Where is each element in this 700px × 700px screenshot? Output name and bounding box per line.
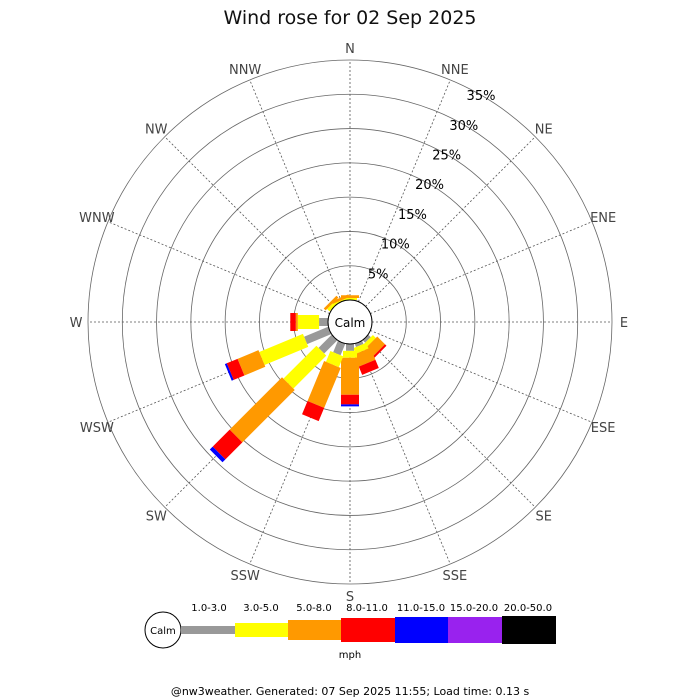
- spoke-se: [365, 337, 536, 508]
- bar-wsw-bin-8-0-11-0: [226, 358, 245, 380]
- legend-swatch-3-0-5-0: [235, 623, 288, 637]
- direction-label-ese: ESE: [591, 421, 616, 436]
- legend-swatch-15-0-20-0: [448, 617, 502, 643]
- bar-se-bin-1-0-3-0: [362, 334, 371, 343]
- legend-swatch-11-0-15-0: [395, 617, 448, 643]
- direction-label-n: N: [345, 42, 355, 57]
- direction-label-w: W: [70, 316, 83, 331]
- spoke-sse: [358, 342, 451, 565]
- spoke-nnw: [249, 79, 342, 302]
- bar-ssw-bin-3-0-5-0: [325, 351, 344, 368]
- direction-label-se: SE: [536, 510, 552, 525]
- bar-sse-bin-5-0-8-0: [353, 347, 376, 367]
- bar-nw-bin-5-0-8-0: [323, 295, 339, 311]
- direction-label-e: E: [620, 316, 628, 331]
- legend-swatch-20-0-50-0: [502, 616, 556, 644]
- spoke-ese: [370, 330, 593, 423]
- direction-label-wsw: WSW: [80, 421, 114, 436]
- ring-label-30: 30%: [449, 119, 478, 134]
- legend-label-20-0-50-0: 20.0-50.0: [504, 603, 552, 614]
- direction-label-wnw: WNW: [79, 211, 115, 226]
- footer-text: @nw3weather. Generated: 07 Sep 2025 11:5…: [171, 685, 530, 698]
- bar-sse-bin-3-0-5-0: [353, 342, 369, 354]
- bar-sw-bin-11-0-15-0: [209, 446, 226, 463]
- grid-ring-35: [87, 59, 613, 585]
- direction-labels: N NNE NE ENE E ESE SE SSE S SSW SW WSW W WNW NW NNW: [70, 42, 629, 605]
- bar-wsw-bin-5-0-8-0: [237, 350, 266, 376]
- ring-label-15: 15%: [398, 208, 427, 223]
- ring-label-25: 25%: [432, 148, 461, 163]
- legend-swatch-8-0-11-0: [341, 618, 395, 642]
- calm-label: Calm: [335, 316, 366, 330]
- bar-ssw-bin-8-0-11-0: [302, 400, 325, 422]
- bar-wsw-bin-3-0-5-0: [259, 333, 309, 365]
- legend-label-3-0-5-0: 3.0-5.0: [243, 603, 278, 614]
- ring-label-20: 20%: [415, 178, 444, 193]
- bar-sw-bin-3-0-5-0: [283, 345, 327, 389]
- grid-ring-15: [224, 196, 476, 448]
- legend-swatch-5-0-8-0: [288, 620, 341, 640]
- direction-label-ne: NE: [535, 122, 553, 137]
- bar-sse-bin-1-0-3-0: [354, 340, 364, 348]
- legend-unit: mph: [339, 650, 361, 661]
- legend-label-5-0-8-0: 5.0-8.0: [296, 603, 331, 614]
- legend-label-11-0-15-0: 11.0-15.0: [397, 603, 445, 614]
- chart-title: Wind rose for 02 Sep 2025: [223, 7, 476, 29]
- calm-circle: [327, 299, 373, 345]
- bar-sse-bin-8-0-11-0: [358, 359, 379, 375]
- legend-label-15-0-20-0: 15.0-20.0: [450, 603, 498, 614]
- bar-se-bin-5-0-8-0: [364, 336, 386, 358]
- direction-label-ssw: SSW: [230, 569, 260, 584]
- bar-se-bin-3-0-5-0: [363, 335, 376, 348]
- speed-legend: Calm 1.0-3.0 3.0-5.0 5.0-8.0 8.0-11.0 11.0-15…: [144, 603, 556, 661]
- direction-label-ene: ENE: [590, 211, 616, 226]
- legend-label-8-0-11-0: 8.0-11.0: [346, 603, 388, 614]
- bar-sw-bin-1-0-3-0: [318, 334, 338, 354]
- bar-sw-bin-8-0-11-0: [212, 429, 243, 460]
- bar-sw-bin-5-0-8-0: [229, 377, 295, 443]
- direction-label-s: S: [346, 590, 354, 605]
- direction-label-sw: SW: [146, 510, 167, 525]
- ring-labels: 5% 10% 15% 20% 25% 30% 35%: [368, 89, 496, 282]
- bar-ssw-bin-1-0-3-0: [333, 340, 346, 356]
- spoke-nw: [164, 136, 335, 307]
- polar-grid: [87, 59, 613, 585]
- spoke-ene: [370, 221, 593, 314]
- direction-label-nnw: NNW: [229, 63, 261, 78]
- bar-nnw-bin-5-0-8-0: [331, 294, 350, 304]
- direction-label-nne: NNE: [441, 63, 469, 78]
- direction-label-nw: NW: [145, 122, 168, 137]
- grid-ring-25: [156, 128, 544, 516]
- ring-label-5: 5%: [368, 267, 389, 282]
- bar-ssw-bin-5-0-8-0: [307, 361, 341, 408]
- bar-se-bin-8-0-11-0: [372, 344, 387, 359]
- bar-wsw-bin-1-0-3-0: [304, 326, 332, 345]
- ring-label-35: 35%: [467, 89, 496, 104]
- bar-nw-bin-3-0-5-0: [327, 299, 340, 312]
- calm-center: Calm: [327, 299, 373, 345]
- direction-label-sse: SSE: [442, 569, 467, 584]
- legend-label-1-0-3-0: 1.0-3.0: [191, 603, 226, 614]
- spoke-nne: [358, 79, 451, 302]
- legend-calm-label: Calm: [150, 626, 176, 637]
- spoke-wnw: [107, 221, 330, 314]
- spoke-ne: [365, 136, 536, 307]
- ring-label-10: 10%: [381, 238, 410, 253]
- bar-wsw-bin-11-0-15-0: [224, 363, 234, 381]
- legend-swatch-1-0-3-0: [181, 626, 235, 634]
